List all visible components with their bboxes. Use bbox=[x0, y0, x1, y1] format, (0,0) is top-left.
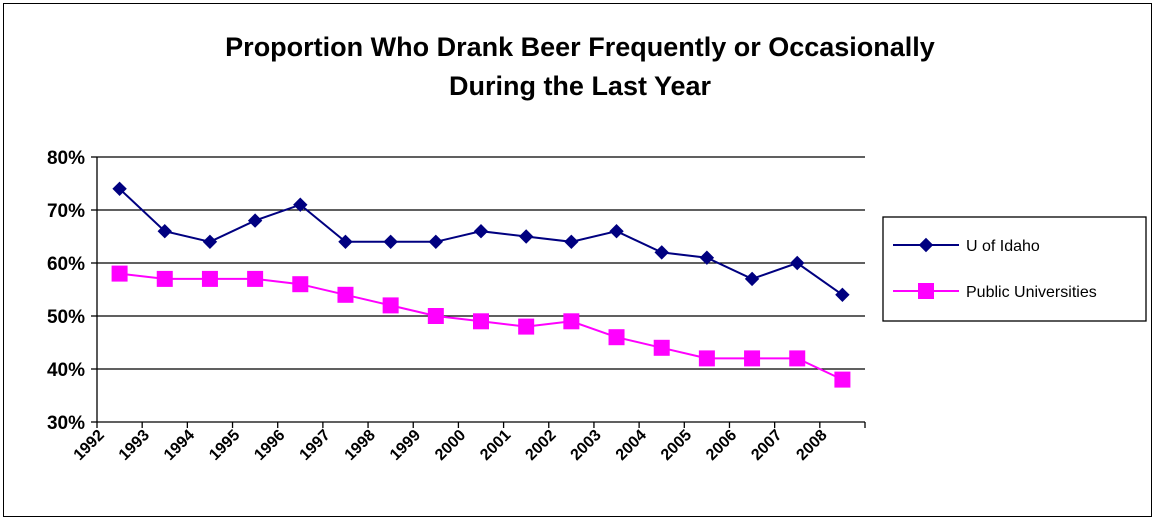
data-point bbox=[202, 234, 218, 250]
legend: U of Idaho Public Universities bbox=[882, 216, 1147, 322]
x-tick-label: 1995 bbox=[206, 427, 243, 464]
x-tick-label: 2003 bbox=[568, 427, 605, 464]
data-point bbox=[156, 270, 173, 287]
data-point bbox=[112, 181, 127, 197]
x-tick-label: 1999 bbox=[387, 427, 424, 464]
data-point bbox=[835, 287, 850, 303]
data-point bbox=[608, 329, 625, 346]
x-axis-tick-labels: 1992 1993 1994 1995 1996 1997 1998 1999 2000 2001… bbox=[71, 427, 831, 464]
legend-label: Public Universities bbox=[966, 284, 1097, 301]
y-tick-label: 80% bbox=[47, 148, 85, 169]
series-u-of-idaho bbox=[112, 181, 850, 303]
data-point bbox=[473, 223, 489, 239]
data-point bbox=[698, 350, 715, 367]
y-tick-label: 40% bbox=[47, 360, 85, 381]
legend-label: U of Idaho bbox=[966, 238, 1040, 255]
y-tick-label: 50% bbox=[47, 307, 85, 328]
x-tick-label: 2008 bbox=[793, 427, 830, 464]
data-point bbox=[111, 265, 128, 282]
y-axis-tick-labels: 30% 40% 50% 60% 70% 80% bbox=[47, 148, 85, 434]
data-point bbox=[157, 223, 172, 239]
data-point bbox=[292, 276, 309, 293]
x-tick-label: 2002 bbox=[522, 427, 559, 464]
x-tick-label: 1993 bbox=[116, 427, 153, 464]
data-point bbox=[383, 234, 398, 250]
y-tick-label: 70% bbox=[47, 201, 85, 222]
data-point bbox=[337, 286, 354, 303]
data-point bbox=[563, 313, 580, 330]
data-point bbox=[699, 250, 715, 265]
data-point bbox=[427, 308, 444, 324]
x-tick-label: 2001 bbox=[477, 427, 514, 464]
x-tick-label: 2006 bbox=[703, 427, 740, 464]
data-point bbox=[247, 213, 263, 228]
data-point bbox=[473, 313, 489, 330]
data-point bbox=[609, 223, 624, 239]
x-tick-label: 1998 bbox=[342, 427, 379, 464]
data-point bbox=[428, 234, 444, 250]
legend-marker bbox=[918, 237, 934, 253]
legend-marker bbox=[918, 283, 934, 299]
chart-title-line-2: During the Last Year bbox=[449, 71, 712, 101]
data-point bbox=[382, 297, 399, 314]
series-public-universities bbox=[111, 265, 851, 388]
data-point bbox=[744, 271, 760, 287]
x-tick-label: 1997 bbox=[297, 427, 334, 464]
data-point bbox=[518, 229, 534, 244]
data-point bbox=[744, 350, 761, 367]
data-point bbox=[654, 245, 669, 260]
x-tick-label: 2005 bbox=[658, 427, 695, 464]
data-point bbox=[653, 339, 670, 356]
x-tick-label: 1996 bbox=[251, 427, 288, 464]
x-tick-label: 2004 bbox=[613, 427, 650, 464]
chart-title: Proportion Who Drank Beer Frequently or … bbox=[225, 32, 935, 101]
gridlines bbox=[91, 156, 865, 423]
data-point bbox=[834, 371, 851, 388]
data-point bbox=[338, 234, 353, 250]
data-point bbox=[201, 270, 218, 287]
data-point bbox=[790, 255, 805, 271]
x-tick-label: 2007 bbox=[748, 427, 785, 464]
axes bbox=[96, 157, 866, 428]
legend-box bbox=[882, 216, 1147, 322]
legend-item: Public Universities bbox=[893, 283, 1097, 301]
legend-item: U of Idaho bbox=[893, 237, 1040, 255]
data-point bbox=[247, 270, 264, 287]
x-tick-label: 2000 bbox=[432, 427, 469, 464]
chart-title-line-1: Proportion Who Drank Beer Frequently or … bbox=[225, 32, 935, 62]
y-tick-label: 30% bbox=[47, 413, 85, 434]
y-tick-label: 60% bbox=[47, 254, 85, 275]
data-point bbox=[789, 350, 806, 367]
series bbox=[111, 181, 851, 388]
data-point bbox=[564, 234, 579, 250]
data-point bbox=[518, 318, 535, 335]
x-tick-label: 1994 bbox=[161, 427, 198, 464]
data-point bbox=[293, 197, 308, 212]
